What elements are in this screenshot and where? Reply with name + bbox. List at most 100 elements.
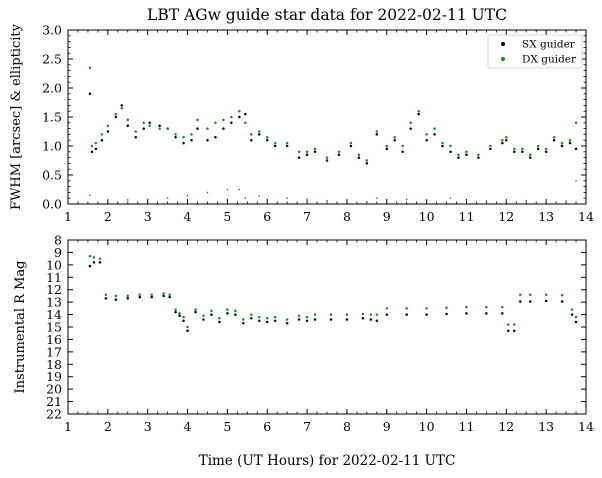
bottom-point-dx-guider — [265, 317, 269, 320]
top-point-dx-guider — [409, 121, 412, 125]
bottom-point-dx-guider — [425, 307, 428, 310]
bottom-point-sx-guider — [202, 318, 205, 321]
top-point-sx-guider — [134, 136, 137, 139]
top-x-tick-label: 1 — [64, 209, 72, 224]
bottom-x-tick-label: 13 — [538, 419, 554, 434]
bottom-point-dx-guider — [285, 318, 289, 321]
top-point-sx-guider — [501, 141, 504, 145]
bottom-x-tick-label: 6 — [263, 419, 271, 434]
bottom-point-dx-guider — [560, 294, 564, 297]
top-point-sx-guider — [142, 127, 145, 130]
top-point-dx-guider — [94, 141, 98, 145]
top-point-sx-guider — [568, 141, 572, 145]
top-point-ellipticity — [238, 188, 241, 191]
bottom-point-dx-guider — [385, 307, 389, 310]
top-point-sx-guider — [120, 104, 124, 107]
bottom-point-dx-guider — [138, 293, 141, 296]
bottom-point-sx-guider — [98, 261, 102, 264]
bottom-point-sx-guider — [528, 300, 532, 303]
bottom-point-sx-guider — [329, 318, 333, 321]
top-point-sx-guider — [505, 138, 508, 142]
top-point-sx-guider — [409, 127, 412, 130]
top-point-ellipticity — [107, 199, 109, 202]
top-point-sx-guider — [574, 147, 578, 151]
top-point-dx-guider — [513, 147, 516, 151]
bottom-y-axis-label: Instrumental R Mag — [13, 261, 28, 394]
top-point-sx-guider — [182, 141, 185, 145]
bottom-point-sx-guider — [104, 297, 108, 300]
top-point-dx-guider — [477, 153, 480, 156]
top-point-dx-guider — [568, 138, 572, 142]
top-x-tick-label: 7 — [303, 209, 311, 224]
top-point-sx-guider — [250, 138, 253, 142]
top-point-dx-guider — [365, 159, 369, 162]
top-point-sx-guider — [544, 150, 548, 154]
top-point-dx-guider — [449, 144, 452, 148]
bottom-y-tick-label: 12 — [46, 282, 62, 297]
bottom-point-sx-guider — [250, 317, 253, 320]
top-point-sx-guider — [174, 136, 177, 139]
bottom-point-dx-guider — [519, 293, 522, 296]
bottom-point-dx-guider — [507, 323, 510, 326]
bottom-point-sx-guider — [178, 314, 181, 318]
top-point-ellipticity — [525, 199, 528, 202]
bottom-point-dx-guider — [186, 325, 189, 329]
top-point-sx-guider — [90, 150, 94, 154]
bottom-y-tick-label: 14 — [46, 307, 62, 322]
top-point-dx-guider — [265, 136, 269, 139]
top-point-dx-guider — [552, 136, 556, 139]
top-point-ellipticity — [258, 195, 261, 197]
top-point-sx-guider — [190, 138, 193, 142]
top-point-dx-guider — [206, 127, 209, 130]
top-point-dx-guider — [401, 144, 404, 148]
top-point-ellipticity — [465, 199, 468, 202]
bottom-point-sx-guider — [519, 300, 522, 303]
bottom-point-dx-guider — [329, 313, 333, 316]
bottom-point-dx-guider — [178, 312, 181, 315]
bottom-point-sx-guider — [369, 318, 373, 321]
top-point-ellipticity — [565, 200, 567, 202]
bottom-point-sx-guider — [174, 310, 177, 314]
top-point-ellipticity — [326, 199, 328, 202]
bottom-point-sx-guider — [313, 318, 317, 321]
top-point-sx-guider — [441, 144, 444, 148]
bottom-point-dx-guider — [305, 315, 309, 319]
top-point-sx-guider — [536, 147, 540, 151]
top-point-sx-guider — [417, 112, 420, 116]
bottom-point-sx-guider — [194, 310, 197, 314]
top-point-ellipticity — [206, 191, 209, 194]
top-point-sx-guider — [148, 121, 151, 125]
top-point-sx-guider — [258, 133, 261, 136]
top-x-tick-label: 11 — [459, 209, 475, 224]
top-point-sx-guider — [88, 92, 92, 96]
top-point-ellipticity — [505, 199, 508, 202]
top-point-sx-guider — [457, 156, 460, 159]
bottom-point-dx-guider — [375, 313, 379, 316]
bottom-point-dx-guider — [258, 315, 261, 319]
bottom-x-tick-label: 1 — [64, 419, 72, 434]
bottom-point-sx-guider — [273, 319, 277, 323]
top-point-ellipticity — [306, 198, 308, 201]
top-point-sx-guider — [244, 112, 247, 116]
top-point-dx-guider — [536, 144, 540, 148]
bottom-point-dx-guider — [218, 317, 221, 320]
bottom-point-sx-guider — [425, 313, 428, 316]
bottom-axis-ticks: 1 2 3 4 5 6 7 8 9 10 11 12 13 14891011121314151617181… — [46, 233, 594, 435]
bottom-x-tick-label: 10 — [419, 419, 435, 434]
bottom-point-dx-guider — [574, 315, 578, 319]
bottom-point-dx-guider — [104, 293, 108, 296]
bottom-panel: 1 2 3 4 5 6 7 8 9 10 11 12 13 14891011121314151617181… — [13, 233, 594, 435]
top-point-dx-guider — [313, 147, 317, 151]
bottom-point-sx-guider — [405, 313, 408, 316]
top-point-sx-guider — [114, 115, 118, 119]
bottom-point-sx-guider — [513, 329, 516, 332]
top-point-dx-guider — [88, 66, 92, 69]
top-point-ellipticity — [146, 198, 149, 201]
top-point-sx-guider — [106, 130, 110, 133]
bottom-point-dx-guider — [234, 309, 237, 313]
top-point-dx-guider — [244, 121, 247, 125]
bottom-y-tick-label: 22 — [46, 407, 62, 422]
top-point-dx-guider — [337, 150, 341, 154]
top-point-sx-guider — [385, 147, 389, 151]
bottom-point-dx-guider — [345, 313, 349, 316]
